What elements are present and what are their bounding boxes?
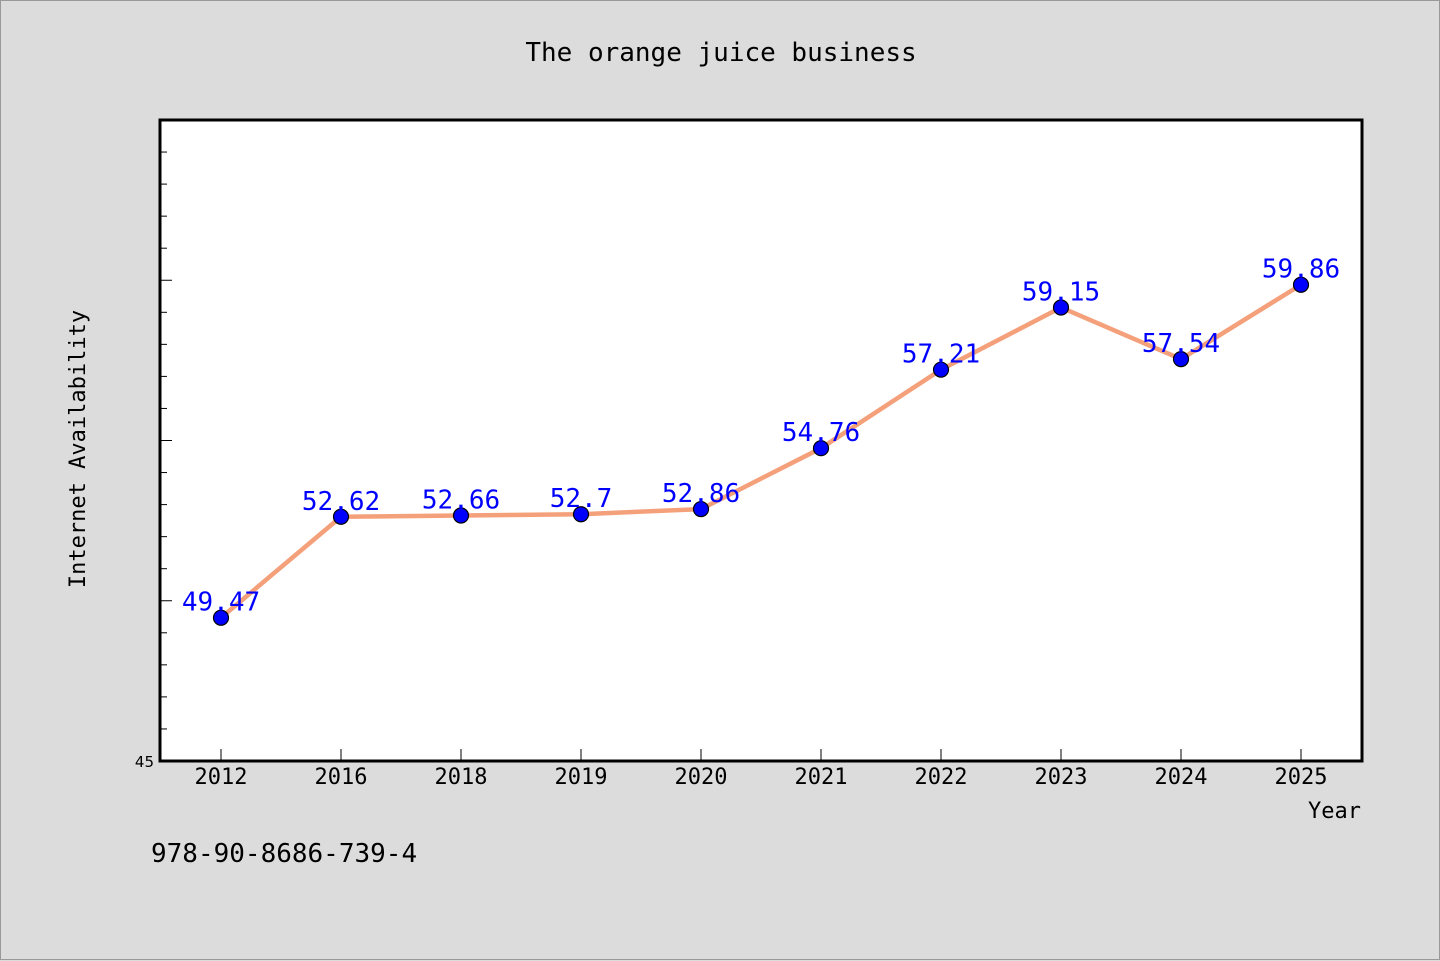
x-tick-label: 2012 [195,765,248,790]
data-point [692,500,710,518]
x-tick-label: 2025 [1275,765,1328,790]
y-axis-title: Internet Availability [66,310,91,588]
data-point [1292,276,1310,293]
x-tick-label: 2018 [435,765,488,790]
x-axis-title: Year [1308,799,1361,824]
data-point [452,507,470,524]
data-point [332,508,350,525]
data-label: 52.86 [662,479,740,509]
series-layer [212,276,1310,626]
data-label: 52.62 [302,487,380,517]
data-label: 57.21 [902,340,980,370]
series-line [218,282,1304,620]
plot-area [158,118,1364,763]
y-tick-label: 45 [135,753,154,771]
data-label: 52.7 [550,484,613,514]
data-label: 54.76 [782,418,860,448]
data-point [932,361,950,378]
x-tick-label: 2021 [795,765,848,790]
data-label: 49.47 [182,588,260,618]
x-tick-label: 2019 [555,765,608,790]
y-axis-ticks: 45 [135,119,172,771]
data-point [1172,350,1190,368]
x-tick-label: 2024 [1155,765,1208,790]
data-point [212,609,230,626]
data-label: 57.54 [1142,329,1220,359]
data-labels-layer: 49.47 52.62 52.66 52.7 52.86 54.76 57.21 59.15 5… [182,255,1340,618]
x-tick-label: 2023 [1035,765,1088,790]
data-point [572,506,590,523]
data-point [812,440,830,457]
x-tick-label: 2022 [915,765,968,790]
x-tick-label: 2016 [315,765,368,790]
x-axis-ticks: 2012 2016 2018 2019 2020 2021 2022 2023 2024 2025 [195,749,1328,790]
x-tick-label: 2020 [675,765,728,790]
data-label: 59.15 [1022,277,1100,307]
data-point [1052,299,1070,316]
chart-title: The orange juice business [525,38,916,68]
data-label: 52.66 [422,485,500,515]
isbn-text: 978-90-8686-739-4 [151,839,417,869]
data-label: 59.86 [1262,255,1340,285]
